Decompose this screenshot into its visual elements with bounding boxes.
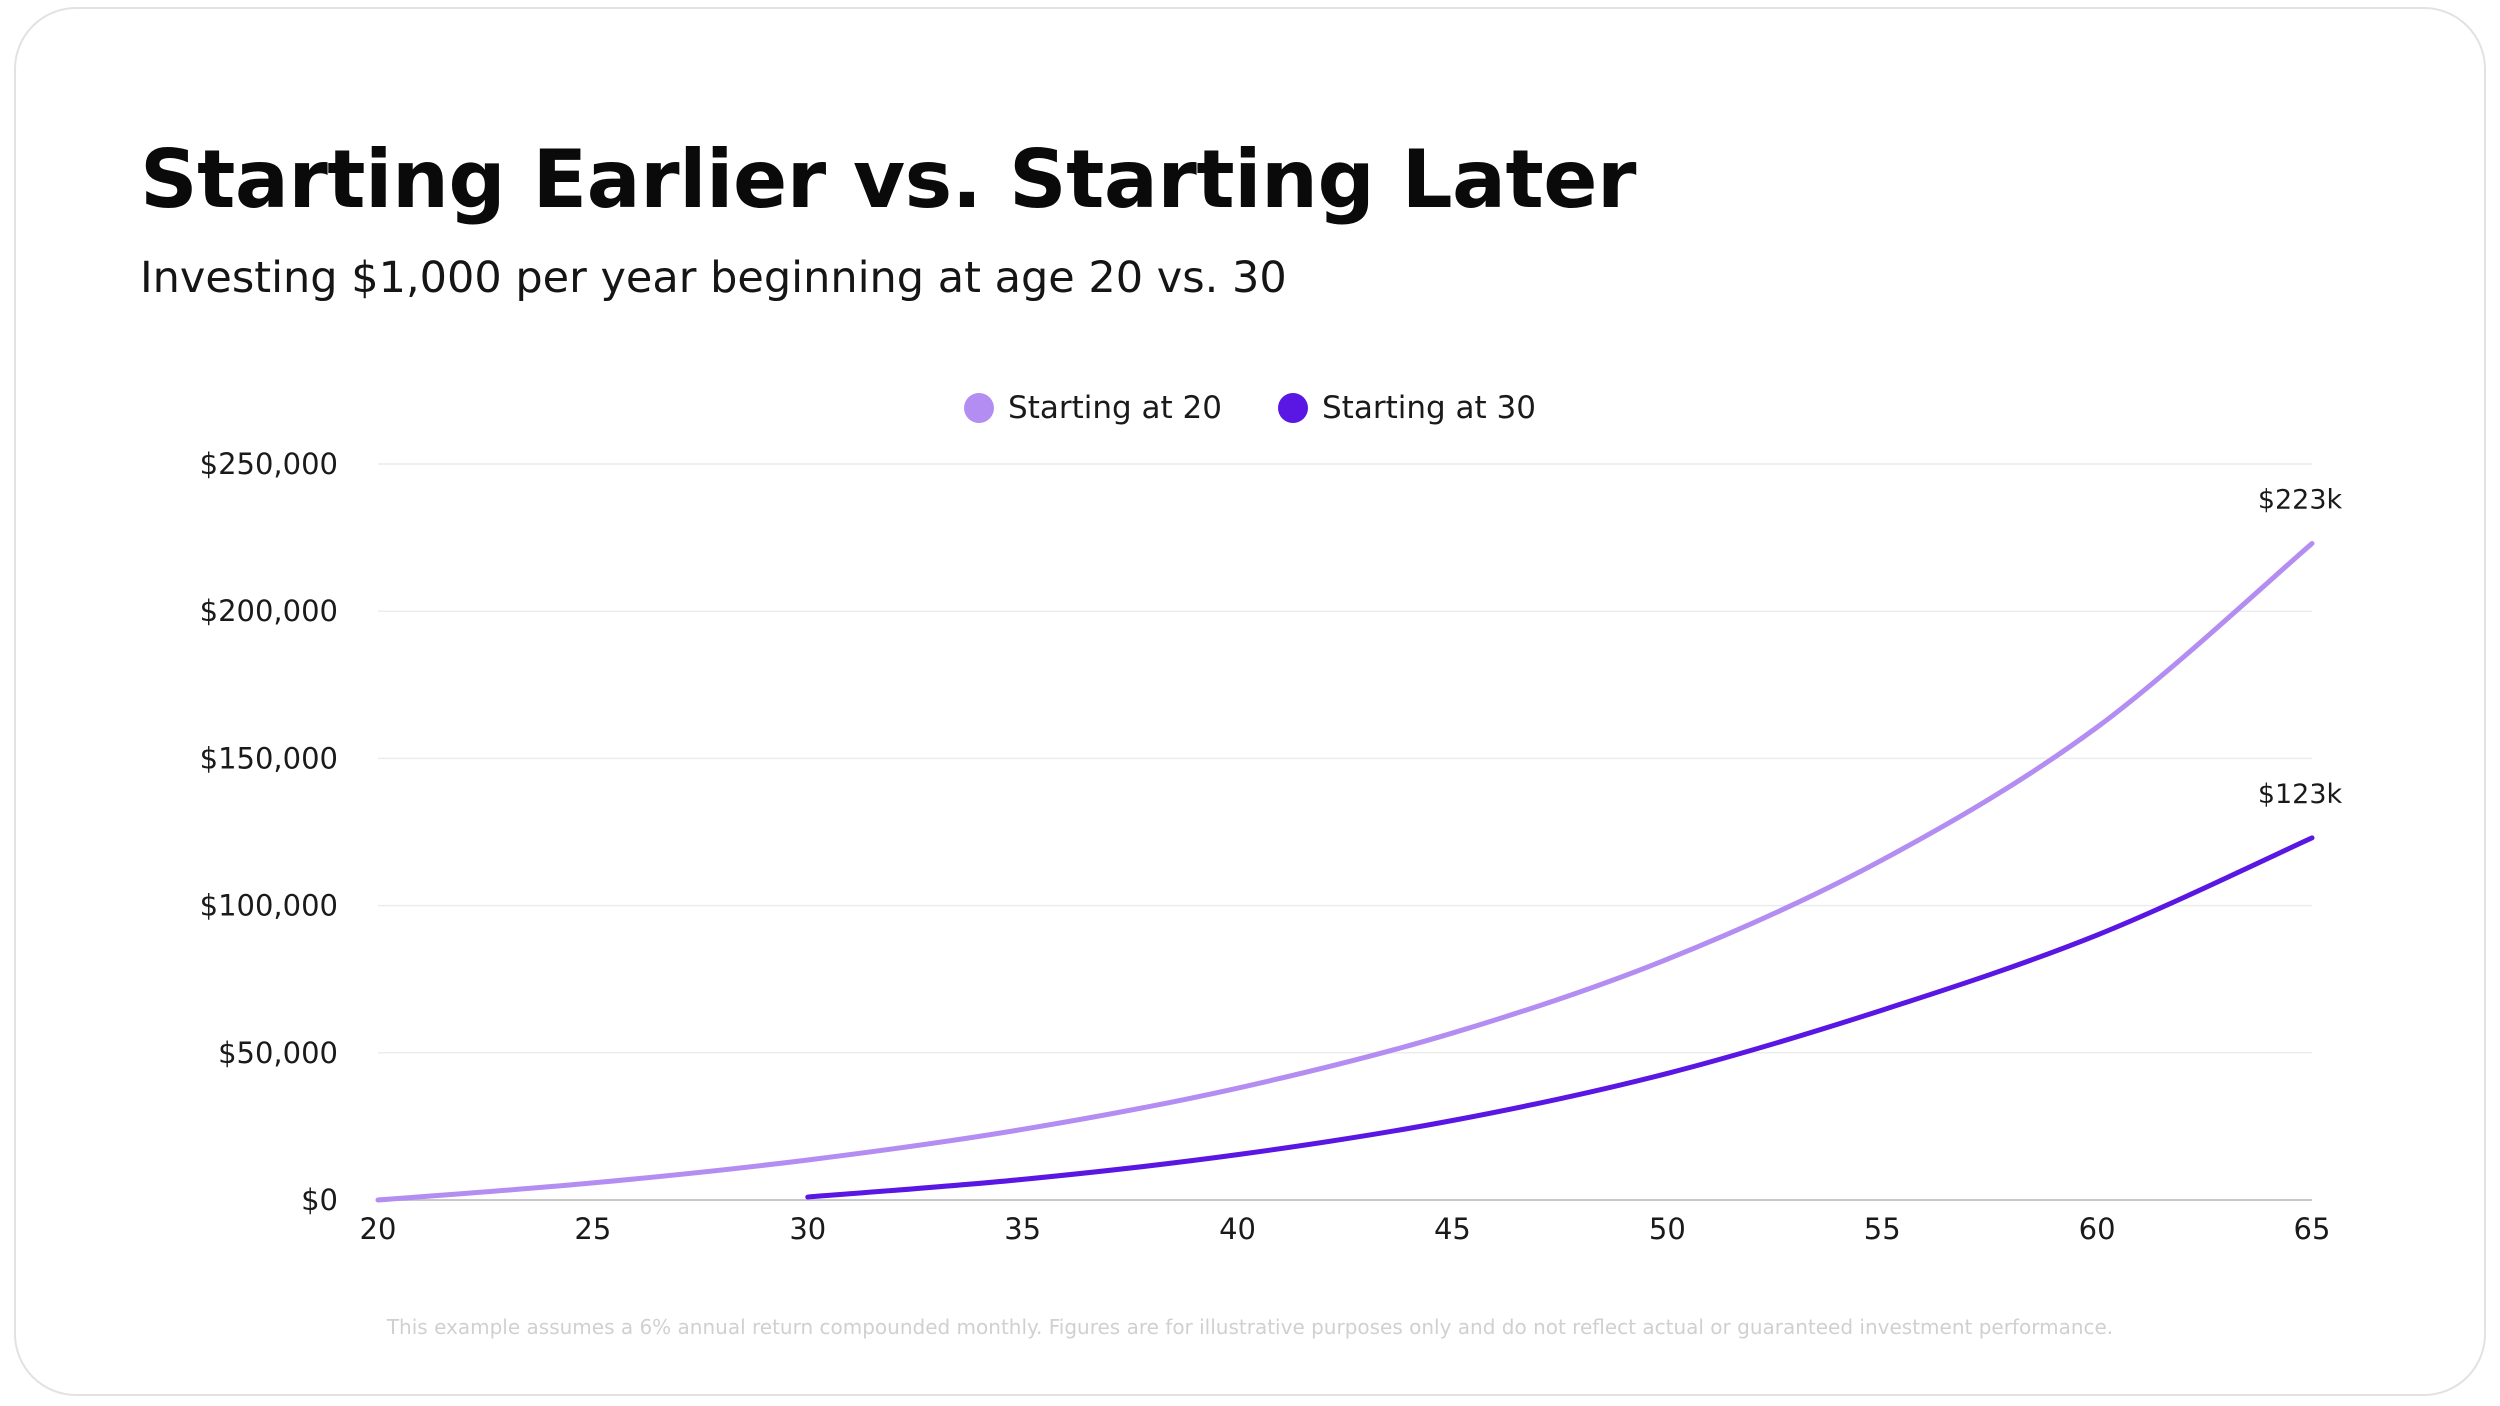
chart-card <box>14 7 2486 1396</box>
series-lines <box>375 540 2315 1203</box>
end-value-label-starting-at-30: $123k <box>2258 779 2343 810</box>
y-tick-label: $50,000 <box>218 1036 338 1070</box>
end-value-label-starting-at-20: $223k <box>2258 484 2343 515</box>
y-tick-label: $200,000 <box>200 594 338 628</box>
y-tick-label: $150,000 <box>200 741 338 775</box>
chart-subtitle: Investing $1,000 per year beginning at a… <box>140 253 1287 303</box>
legend-label-starting-at-20: Starting at 20 <box>1008 390 1222 426</box>
chart-legend: Starting at 20 Starting at 30 <box>0 384 2500 432</box>
chart-title: Starting Earlier vs. Starting Later <box>140 133 1636 226</box>
y-tick-label: $250,000 <box>200 447 338 481</box>
series-line-starting-at-30 <box>805 835 2315 1200</box>
x-tick-label: 45 <box>1434 1212 1471 1246</box>
x-tick-label: 50 <box>1649 1212 1686 1246</box>
end-value-labels: $223k $123k <box>2258 484 2343 809</box>
y-tick-label: $100,000 <box>200 889 338 923</box>
x-tick-label: 30 <box>789 1212 826 1246</box>
x-tick-label: 55 <box>1864 1212 1901 1246</box>
y-tick-label: $0 <box>301 1183 338 1217</box>
x-tick-label: 20 <box>360 1212 397 1246</box>
gridlines <box>378 463 2312 1201</box>
x-tick-label: 40 <box>1219 1212 1256 1246</box>
legend-swatch-starting-at-20 <box>964 393 995 423</box>
series-line-starting-at-20 <box>375 540 2315 1203</box>
x-tick-label: 60 <box>2079 1212 2116 1246</box>
chart-footnote: This example assumes a 6% annual return … <box>386 1315 2114 1339</box>
legend-swatch-starting-at-30 <box>1278 393 1308 423</box>
legend-item-starting-at-20[interactable]: Starting at 20 <box>964 390 1222 426</box>
legend-label-starting-at-30: Starting at 30 <box>1322 390 1536 426</box>
x-tick-label: 25 <box>574 1212 611 1246</box>
x-tick-label: 65 <box>2294 1212 2331 1246</box>
y-axis-ticks: $0 $50,000 $100,000 $150,000 $200,000 $250,00… <box>200 447 338 1217</box>
x-axis-ticks: 20 25 30 35 40 45 50 55 60 65 <box>360 1212 2331 1246</box>
x-tick-label: 35 <box>1004 1212 1041 1246</box>
legend-item-starting-at-30[interactable]: Starting at 30 <box>1278 390 1536 426</box>
